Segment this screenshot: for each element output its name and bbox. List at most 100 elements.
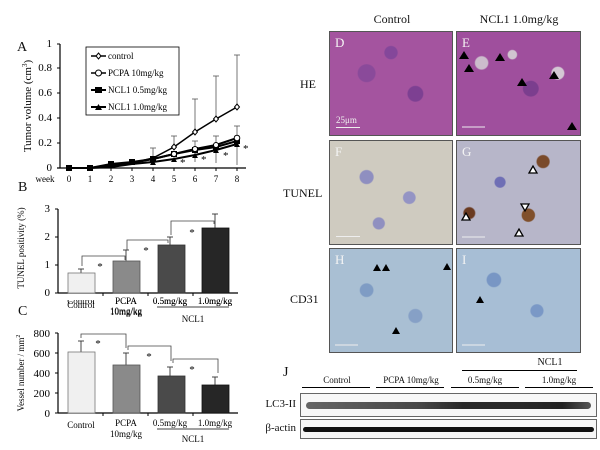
svg-text:PCPA: PCPA <box>115 296 137 306</box>
lane-group-ncl1-high: 1.0mg/kg <box>541 375 577 385</box>
svg-text:*: * <box>180 157 186 169</box>
svg-text:0.8: 0.8 <box>38 62 52 74</box>
svg-text:0.5mg/kg: 0.5mg/kg <box>153 300 188 306</box>
svg-text:4: 4 <box>151 174 156 184</box>
svg-text:PCPA: PCPA <box>115 300 137 306</box>
svg-text:*: * <box>95 338 101 350</box>
actin-blot <box>300 419 597 439</box>
lane-group-pcpa: PCPA 10mg/kg <box>383 375 439 385</box>
svg-text:Control: Control <box>67 300 95 310</box>
svg-text:400: 400 <box>34 368 51 380</box>
legend-ncl1-high: NCL1 1.0mg/kg <box>108 102 168 112</box>
svg-text:0: 0 <box>45 408 51 420</box>
lane-group-control: Control <box>323 375 351 385</box>
lane-group-ncl1-low: 0.5mg/kg <box>467 375 503 385</box>
svg-text:*: * <box>189 364 195 376</box>
panel-j-label: J <box>283 365 289 380</box>
svg-text:3: 3 <box>130 174 135 184</box>
histology-panel-h: H <box>329 248 453 353</box>
row-label-lc3: LC3-II <box>265 398 296 410</box>
svg-text:0.6: 0.6 <box>38 87 52 99</box>
lc3-blot <box>300 393 597 417</box>
svg-text:6: 6 <box>193 174 198 184</box>
svg-text:*: * <box>146 351 152 363</box>
bar-pcpa <box>112 260 141 294</box>
svg-text:*: * <box>97 261 103 273</box>
y-axis-label: Tumor volume (cm3) <box>21 60 34 153</box>
svg-text:10mg/kg: 10mg/kg <box>110 307 143 317</box>
panel-a-label: A <box>17 40 28 55</box>
histology-panel-f: F <box>329 140 453 245</box>
row-header-cd31: CD31 <box>290 292 319 306</box>
bar-ncl1-low <box>157 244 186 294</box>
ncl1-group-label-b: NCL1 <box>182 314 205 324</box>
svg-text:800: 800 <box>34 328 51 340</box>
panel-b-label: B <box>18 180 28 195</box>
scale-bar <box>336 127 360 128</box>
bar-pcpa <box>112 364 141 414</box>
svg-text:0: 0 <box>45 287 51 299</box>
svg-text:0.2: 0.2 <box>38 137 52 149</box>
svg-text:200: 200 <box>34 388 51 400</box>
svg-text:1.0mg/kg: 1.0mg/kg <box>198 418 233 428</box>
svg-text:*: * <box>143 245 149 257</box>
ncl1-group-label-j: NCL1 <box>537 357 563 368</box>
ncl1-group-label-c: NCL1 <box>182 434 205 444</box>
panel-c-label: C <box>18 304 28 319</box>
x-ticks: week 0 1 2 3 4 5 6 7 8 <box>36 174 240 184</box>
svg-text:*: * <box>201 154 207 166</box>
legend-control: control <box>108 51 134 61</box>
svg-text:5: 5 <box>172 174 177 184</box>
chart-legend: control PCPA 10mg/kg NCL1 0.5mg/kg NCL1 … <box>85 46 180 116</box>
svg-text:1: 1 <box>45 259 51 271</box>
bar-ncl1-high <box>201 384 230 414</box>
svg-text:1: 1 <box>88 174 93 184</box>
svg-text:*: * <box>243 143 249 155</box>
svg-text:0: 0 <box>47 162 53 174</box>
row-header-tunel: TUNEL <box>283 186 323 200</box>
svg-text:10mg/kg: 10mg/kg <box>110 306 143 316</box>
arrowhead-markers <box>459 51 577 130</box>
row-header-he: HE <box>300 77 316 91</box>
svg-text:0.5mg/kg: 0.5mg/kg <box>153 418 188 428</box>
bar-control <box>67 272 96 294</box>
histology-panel-e: E <box>456 31 581 136</box>
tumor-volume-line-chart: Tumor volume (cm3) 0 0.2 0.4 0.6 0.8 1 w… <box>21 38 249 184</box>
arrowhead-markers <box>462 296 485 346</box>
col-header-ncl1: NCL1 1.0mg/kg <box>479 12 559 26</box>
svg-text:PCPA: PCPA <box>115 418 137 428</box>
svg-text:10mg/kg: 10mg/kg <box>110 429 143 439</box>
svg-text:*: * <box>223 150 229 162</box>
svg-text:Control: Control <box>67 420 95 430</box>
arrowhead-markers <box>335 263 451 346</box>
col-header-control: Control <box>373 12 411 26</box>
scale-bar <box>336 236 360 237</box>
svg-text:*: * <box>189 227 195 239</box>
histology-panel-i: I <box>456 248 581 353</box>
vessel-bar-chart: Control PCPA 10mg/kg 0.5mg/kg 1.0mg/kg N… <box>16 300 238 444</box>
legend-ncl1-low: NCL1 0.5mg/kg <box>108 85 168 95</box>
svg-text:600: 600 <box>34 348 51 360</box>
legend-pcpa: PCPA 10mg/kg <box>108 68 164 78</box>
scale-bar-label: 25μm <box>336 115 357 125</box>
y-axis-label: Vessel number / mm2 <box>16 335 26 412</box>
row-label-actin: β-actin <box>265 422 296 434</box>
svg-text:0: 0 <box>67 174 72 184</box>
svg-text:0.4: 0.4 <box>38 112 52 124</box>
svg-text:2: 2 <box>109 174 114 184</box>
svg-text:1.0mg/kg: 1.0mg/kg <box>198 300 233 306</box>
svg-text:3: 3 <box>45 203 51 215</box>
svg-text:1: 1 <box>47 38 53 50</box>
histology-panel-d: D 25μm <box>329 31 453 136</box>
svg-text:2: 2 <box>45 231 51 243</box>
svg-text:Control: Control <box>67 300 95 306</box>
svg-text:week: week <box>36 174 55 184</box>
bar-ncl1-low <box>157 375 186 414</box>
bar-ncl1-high <box>201 227 230 294</box>
y-axis-label: TUNEL positivity (%) <box>16 207 26 288</box>
svg-text:7: 7 <box>214 174 219 184</box>
svg-text:1.0mg/kg: 1.0mg/kg <box>198 296 233 306</box>
y-ticks: 0 0.2 0.4 0.6 0.8 1 <box>38 38 60 174</box>
open-arrowhead-markers <box>460 164 539 238</box>
